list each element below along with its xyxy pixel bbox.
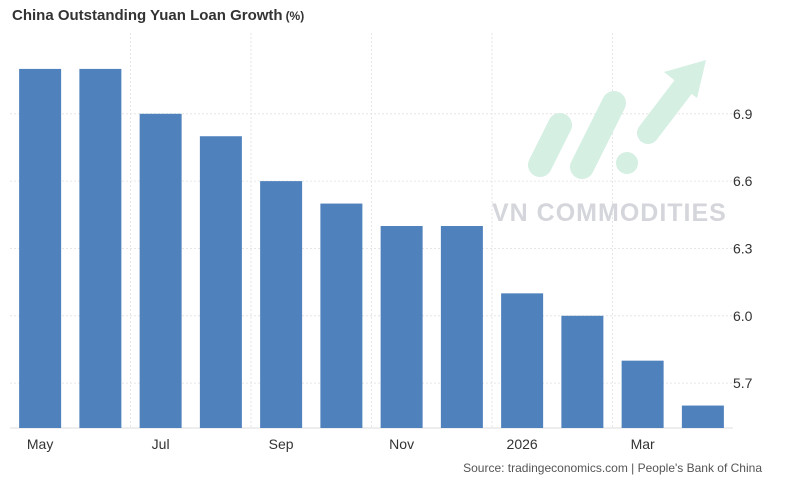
watermark-stroke-3: [637, 67, 701, 144]
x-axis-ticks: May Jul Sep Nov 2026 Mar: [27, 436, 655, 452]
watermark-stroke-2: [570, 91, 626, 179]
watermark-dot: [616, 152, 638, 174]
source-note: Source: tradingeconomics.com | People's …: [463, 461, 762, 475]
x-tick-label: 2026: [507, 436, 538, 452]
bar-jun: [79, 68, 122, 428]
watermark-text: VN COMMODITIES: [492, 199, 727, 227]
bar-sep: [260, 181, 303, 428]
bar-oct: [320, 203, 363, 428]
y-tick-label: 6.0: [733, 308, 753, 324]
bar-jul: [139, 113, 182, 428]
bars: [19, 68, 724, 428]
chart-title-row: China Outstanding Yuan Loan Growth (%): [12, 7, 304, 25]
watermark-stroke-1: [528, 113, 572, 177]
y-tick-label: 6.3: [733, 240, 753, 256]
y-tick-label: 5.7: [733, 375, 753, 391]
bar-dec: [440, 226, 483, 428]
x-tick-label: May: [27, 436, 53, 452]
bar-aug: [199, 136, 242, 428]
bar-nov: [380, 226, 423, 428]
grid-lines: [10, 33, 733, 429]
bar-feb: [561, 315, 604, 428]
bar-may: [19, 68, 62, 428]
watermark-logo: VN COMMODITIES: [492, 60, 727, 227]
bar-apr: [681, 405, 724, 428]
y-tick-label: 6.9: [733, 106, 753, 122]
bar-2026: [501, 293, 544, 428]
chart-title: China Outstanding Yuan Loan Growth: [12, 7, 283, 24]
x-tick-label: Mar: [631, 436, 655, 452]
x-tick-label: Jul: [152, 436, 170, 452]
x-tick-label: Sep: [269, 436, 294, 452]
x-tick-label: Nov: [389, 436, 414, 452]
bar-mar: [621, 360, 664, 428]
watermark-arrow-head: [664, 60, 706, 98]
y-tick-label: 6.6: [733, 173, 753, 189]
y-axis-ticks: 5.7 6.0 6.3 6.6 6.9: [733, 106, 753, 391]
chart-unit: (%): [285, 9, 305, 23]
